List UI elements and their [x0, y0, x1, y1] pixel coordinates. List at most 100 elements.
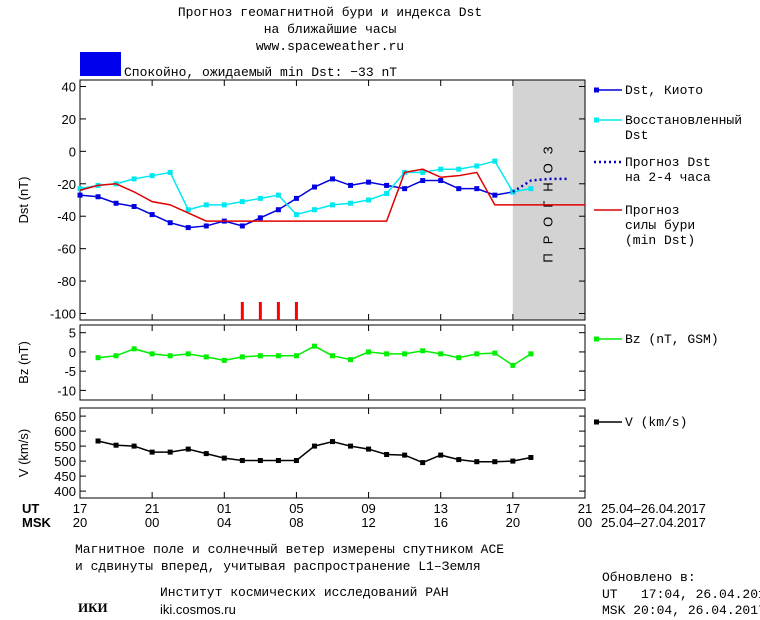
x-tick-label: 21 — [145, 501, 159, 516]
y-tick-label: -20 — [57, 177, 76, 192]
panel-frame — [79, 407, 586, 499]
y-tick-label: 400 — [54, 484, 76, 499]
data-point — [257, 458, 263, 463]
data-point — [456, 457, 462, 463]
y-axis-label: V (km/s) — [16, 429, 31, 477]
data-point — [167, 220, 173, 226]
data-point — [131, 346, 137, 352]
ut-range: 25.04–26.04.2017 — [601, 501, 706, 516]
x-tick-label: 17 — [73, 501, 87, 516]
y-tick-label: 650 — [54, 409, 76, 424]
data-point — [456, 186, 462, 192]
y-tick-label: 550 — [54, 439, 76, 454]
legend-label: V (km/s) — [625, 415, 687, 430]
logo: ИКИ — [78, 600, 108, 615]
y-tick-label: 0 — [69, 345, 76, 360]
data-point — [275, 458, 281, 463]
data-point — [203, 223, 209, 229]
data-point — [492, 459, 498, 465]
data-point — [167, 169, 173, 175]
url: www.spaceweather.ru — [256, 39, 404, 54]
legend-swatch — [594, 336, 599, 342]
data-point — [330, 439, 335, 445]
data-point — [474, 459, 480, 465]
x-tick-label-msk: 12 — [361, 515, 375, 530]
data-point — [149, 173, 155, 179]
data-point — [293, 195, 299, 201]
y-tick-label: -40 — [57, 209, 76, 224]
data-point — [77, 186, 83, 192]
msk-range: 25.04–27.04.2017 — [601, 515, 706, 530]
footer-note: Магнитное поле и солнечный ветер измерен… — [75, 542, 504, 557]
data-point — [239, 223, 245, 229]
data-point — [366, 197, 372, 203]
y-tick-label: -10 — [57, 383, 76, 398]
data-point — [131, 443, 137, 449]
legend-label: Dst — [625, 128, 648, 143]
data-point — [384, 452, 390, 457]
data-point — [384, 351, 390, 357]
data-point — [492, 192, 498, 198]
data-point — [348, 200, 354, 206]
data-point — [384, 182, 390, 188]
data-point — [257, 195, 263, 201]
data-point — [239, 354, 245, 360]
data-point — [456, 166, 462, 172]
ut-label: UT — [22, 501, 39, 516]
data-point — [131, 203, 137, 209]
data-point — [420, 178, 426, 184]
data-point — [348, 357, 354, 363]
data-point — [330, 353, 335, 359]
data-point — [528, 351, 534, 357]
footer-note: и сдвинуты вперед, учитывая распростране… — [75, 559, 481, 574]
y-tick-label: 5 — [69, 326, 76, 341]
y-tick-label: 500 — [54, 454, 76, 469]
legend-label: Bz (nT, GSM) — [625, 332, 719, 347]
legend-label: Восстановленный — [625, 113, 742, 128]
data-point — [438, 166, 444, 172]
forecast-label: ПРОГНОЗ — [540, 137, 555, 262]
data-point — [330, 202, 335, 208]
x-tick-label-msk: 08 — [289, 515, 303, 530]
data-point — [311, 443, 317, 449]
legend-swatch — [594, 87, 599, 93]
y-tick-label: 20 — [62, 112, 76, 127]
data-point — [474, 351, 480, 357]
series-line — [79, 160, 532, 216]
legend-label: (min Dst) — [625, 233, 695, 248]
data-point — [366, 446, 372, 452]
title-line: Прогноз геомагнитной бури и индекса Dst — [178, 5, 482, 20]
data-point — [474, 163, 480, 169]
data-point — [185, 207, 191, 213]
data-point — [167, 353, 173, 359]
y-tick-label: 450 — [54, 469, 76, 484]
forecast-region — [512, 80, 585, 320]
y-tick-label: -5 — [64, 364, 76, 379]
data-point — [185, 225, 191, 231]
data-point — [203, 354, 209, 360]
data-point — [239, 199, 245, 205]
data-point — [402, 351, 408, 357]
legend-label: Прогноз Dst — [625, 155, 711, 170]
data-point — [510, 362, 516, 368]
data-point — [167, 449, 173, 455]
data-point — [185, 446, 191, 452]
data-point — [221, 202, 227, 208]
data-point — [492, 158, 498, 164]
y-tick-label: 40 — [62, 79, 76, 94]
data-point — [77, 192, 83, 198]
data-point — [348, 182, 354, 188]
x-tick-label: 13 — [433, 501, 447, 516]
data-point — [95, 438, 101, 444]
legend-label: на 2-4 часа — [625, 170, 711, 185]
legend-label: Прогноз — [625, 203, 680, 218]
data-point — [402, 452, 408, 458]
data-point — [185, 351, 191, 357]
series-line — [512, 177, 567, 193]
x-tick-label-msk: 00 — [145, 515, 159, 530]
x-tick-label: 01 — [217, 501, 231, 516]
data-point — [275, 192, 281, 198]
series-line — [97, 345, 532, 367]
data-point — [149, 449, 155, 455]
